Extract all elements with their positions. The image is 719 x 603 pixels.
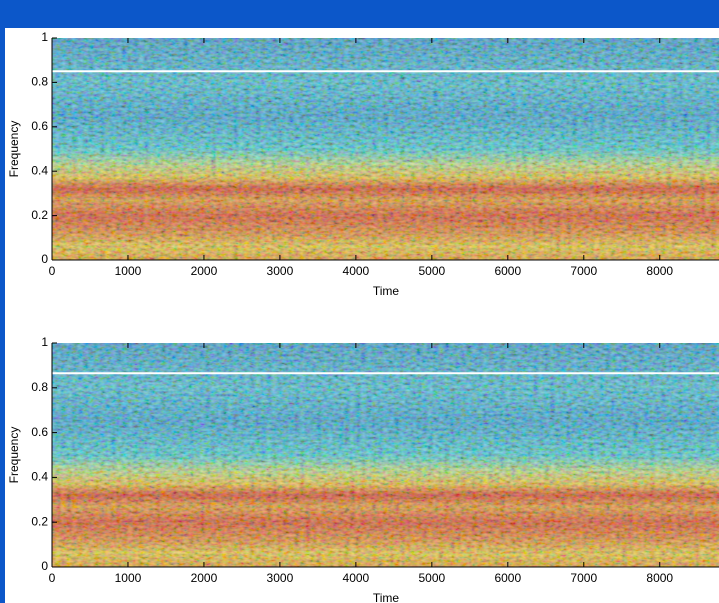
spectrogram bbox=[52, 38, 719, 260]
x-tick-label: 8000 bbox=[646, 571, 673, 585]
spectrogram bbox=[52, 343, 719, 567]
x-tick-label: 2000 bbox=[191, 264, 218, 278]
x-axis-label: Time bbox=[373, 591, 400, 603]
x-tick-label: 0 bbox=[49, 571, 56, 585]
x-tick-label: 7000 bbox=[570, 571, 597, 585]
x-tick-label: 6000 bbox=[494, 571, 521, 585]
x-tick-label: 1000 bbox=[115, 571, 142, 585]
y-tick-label: 0.2 bbox=[31, 514, 48, 528]
x-tick-label: 4000 bbox=[343, 264, 370, 278]
x-tick-label: 5000 bbox=[418, 571, 445, 585]
x-tick-label: 2000 bbox=[191, 571, 218, 585]
x-tick-label: 4000 bbox=[343, 571, 370, 585]
y-tick-label: 0.8 bbox=[31, 75, 48, 89]
x-tick-label: 7000 bbox=[570, 264, 597, 278]
y-tick-label: 0.6 bbox=[31, 425, 48, 439]
y-tick-label: 0.4 bbox=[31, 470, 48, 484]
y-tick-label: 1 bbox=[41, 335, 48, 349]
x-tick-label: 0 bbox=[49, 264, 56, 278]
x-tick-label: 6000 bbox=[494, 264, 521, 278]
x-tick-label: 3000 bbox=[267, 264, 294, 278]
y-tick-label: 0 bbox=[41, 559, 48, 573]
x-axis-label: Time bbox=[373, 284, 400, 298]
y-axis-label: Frequency bbox=[7, 427, 21, 484]
x-tick-label: 5000 bbox=[418, 264, 445, 278]
y-tick-label: 1 bbox=[41, 30, 48, 44]
y-tick-label: 0.6 bbox=[31, 119, 48, 133]
spectrogram-noise bbox=[52, 343, 719, 567]
spectrogram-noise bbox=[52, 38, 719, 260]
y-tick-label: 0.8 bbox=[31, 380, 48, 394]
y-tick-label: 0.2 bbox=[31, 208, 48, 222]
y-tick-label: 0.4 bbox=[31, 163, 48, 177]
x-tick-label: 8000 bbox=[646, 264, 673, 278]
y-tick-label: 0 bbox=[41, 252, 48, 266]
x-tick-label: 3000 bbox=[267, 571, 294, 585]
y-axis-label: Frequency bbox=[7, 121, 21, 178]
x-tick-label: 1000 bbox=[115, 264, 142, 278]
